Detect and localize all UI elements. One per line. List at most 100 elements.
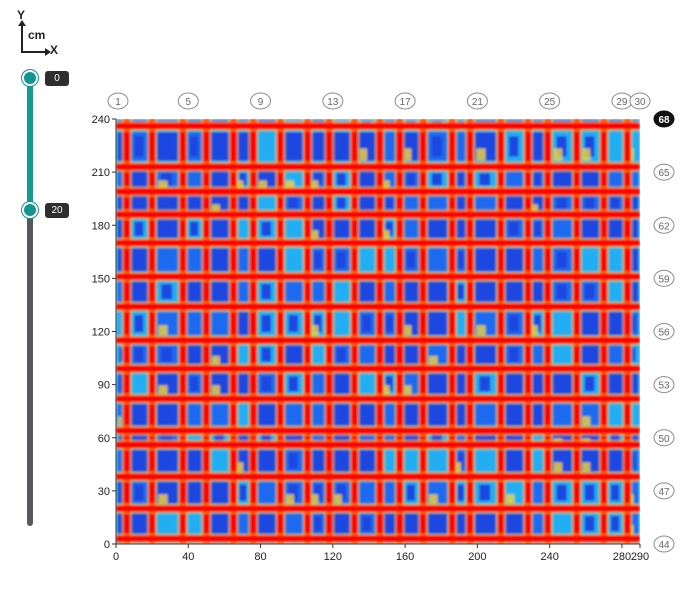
row-marker[interactable]: 47	[653, 482, 675, 500]
heatmap-cell	[284, 218, 304, 239]
column-marker[interactable]: 17	[394, 92, 416, 110]
column-marker[interactable]: 30	[629, 92, 651, 110]
heatmap-cell	[382, 449, 397, 472]
heatmap-cell	[333, 218, 351, 239]
row-marker[interactable]: 44	[653, 535, 675, 553]
slider-thumb-high[interactable]	[22, 201, 38, 218]
heatmap-cell	[210, 344, 230, 365]
heatmap-cell	[310, 120, 326, 126]
heatmap-cell	[333, 481, 351, 504]
range-slider[interactable]: 0 20	[20, 70, 100, 530]
heatmap-cell	[580, 311, 600, 336]
grid-line-vertical	[573, 119, 581, 544]
heatmap-cell-core	[457, 484, 464, 501]
heatmap-cell-core	[533, 120, 541, 125]
heatmap-cell	[530, 403, 545, 426]
heatmap-cell-core	[631, 376, 636, 392]
heatmap-cell	[117, 513, 126, 535]
heatmap-hotspot	[311, 180, 319, 188]
heatmap-cell	[382, 481, 397, 504]
column-marker-label: 21	[472, 97, 484, 108]
heatmap-cell	[454, 539, 468, 544]
row-marker[interactable]: 50	[653, 429, 675, 447]
heatmap-cell-core	[509, 136, 519, 157]
grid-line-vertical	[376, 119, 384, 544]
heatmap-cell	[358, 449, 377, 472]
column-marker-badge	[322, 92, 344, 110]
heatmap-cell	[156, 281, 179, 303]
heatmap-cell	[130, 170, 149, 188]
heatmap-cell-core	[556, 120, 567, 125]
heatmap-cell	[236, 218, 251, 239]
heatmap-cell	[504, 449, 524, 472]
heatmap-cell	[580, 432, 600, 443]
heatmap-cell	[580, 132, 600, 161]
heatmap-hotspot	[582, 148, 591, 161]
column-marker[interactable]: 5	[177, 92, 199, 110]
row-marker[interactable]: 53	[653, 376, 675, 394]
row-marker-selected[interactable]: 68	[653, 110, 675, 128]
heatmap-cell	[629, 344, 639, 365]
slider-thumb-low[interactable]	[22, 70, 38, 86]
heatmap-cell	[382, 513, 397, 535]
heatmap-cell	[580, 373, 600, 395]
heatmap-cell-core	[556, 376, 567, 392]
grid-line-vertical	[249, 119, 257, 544]
grid-line-glow-vertical	[324, 119, 335, 544]
column-marker[interactable]: 25	[539, 92, 561, 110]
x-axis-letter: X	[50, 43, 59, 57]
heatmap-cell	[333, 344, 351, 365]
row-marker[interactable]: 56	[653, 323, 675, 340]
heatmap-cell	[236, 170, 251, 188]
heatmap-cell	[257, 373, 277, 395]
heatmap-cell-core	[288, 484, 299, 501]
heatmap-cell	[333, 373, 351, 395]
heatmap-cell	[504, 373, 524, 395]
column-marker[interactable]: 29	[611, 92, 633, 110]
heatmap-cell	[210, 373, 230, 395]
heatmap-cell	[474, 539, 497, 544]
heatmap-cell	[382, 132, 397, 161]
grid-line-horizontal	[116, 303, 640, 311]
row-marker-label: 62	[658, 221, 670, 232]
heatmap-cell	[284, 449, 304, 472]
heatmap-cell-core	[457, 221, 464, 236]
grid-line-glow-horizontal	[116, 471, 640, 482]
heatmap-cell	[454, 403, 468, 426]
slider-track[interactable]	[27, 78, 33, 526]
grid-line-vertical	[351, 119, 359, 544]
heatmap-cell	[130, 481, 149, 504]
column-marker[interactable]: 21	[466, 92, 488, 110]
heatmap-hotspot	[383, 180, 390, 188]
heatmap-cell-core	[457, 406, 464, 423]
heatmap-cell-core	[239, 197, 247, 209]
grid-line-glow-horizontal	[116, 186, 640, 197]
heatmap-cell	[382, 311, 397, 336]
heatmap-cell-core	[362, 221, 371, 236]
heatmap-cell	[552, 248, 573, 272]
row-marker[interactable]: 62	[653, 216, 675, 234]
heatmap-cell	[403, 248, 420, 272]
heatmap-cell	[552, 311, 573, 336]
heatmap-cell-core	[556, 251, 567, 269]
heatmap-cell	[130, 539, 149, 544]
heatmap-cell	[284, 195, 304, 212]
heatmap-cell	[284, 539, 304, 544]
heatmap-cell-core	[584, 516, 595, 532]
grid-line-glow-vertical	[571, 119, 582, 544]
heatmap-cell	[474, 449, 497, 472]
heatmap-cell-core	[556, 484, 567, 501]
heatmap-cell	[130, 218, 149, 239]
heatmap-cell	[310, 218, 326, 239]
heatmap-cell	[530, 449, 545, 472]
column-marker[interactable]: 13	[322, 92, 344, 110]
heatmap-hotspot	[476, 325, 486, 336]
grid-line-glow-vertical	[447, 119, 458, 544]
heatmap-cell-core	[584, 197, 595, 209]
row-marker[interactable]: 65	[653, 163, 675, 181]
column-marker[interactable]: 1	[107, 92, 129, 110]
row-marker[interactable]: 59	[653, 269, 675, 287]
heatmap-cell	[156, 403, 179, 426]
column-marker[interactable]: 9	[250, 92, 272, 110]
